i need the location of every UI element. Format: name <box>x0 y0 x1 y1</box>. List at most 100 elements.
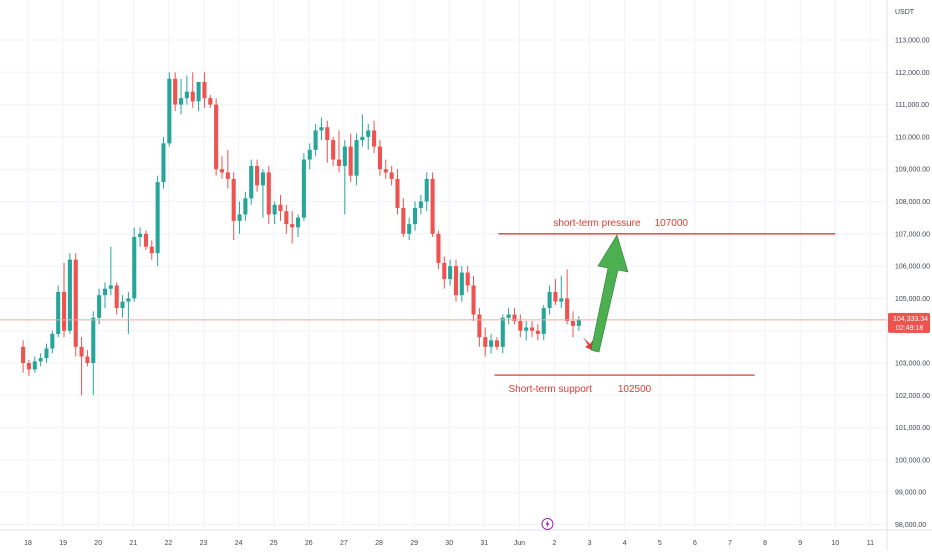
candle <box>430 172 435 238</box>
candle <box>442 256 447 289</box>
y-tick-label: 99,000.00 <box>895 490 926 497</box>
candle <box>126 291 131 334</box>
time-axis[interactable]: 18 19 20 21 22 23 24 25 26 27 28 29 30 31 Jun 2 3 4 5 6 7 8 9 1… <box>0 529 932 547</box>
candle <box>108 246 113 296</box>
y-tick-label: 110,000.00 <box>895 134 930 141</box>
candle <box>465 266 470 292</box>
candle <box>535 324 540 341</box>
candle <box>559 275 564 309</box>
candle <box>61 262 67 338</box>
candle <box>202 72 207 108</box>
candle <box>336 130 342 173</box>
candle <box>196 81 201 112</box>
candle <box>295 214 301 238</box>
y-tick-label: 107,000.00 <box>895 231 930 238</box>
candle <box>231 172 236 241</box>
candle <box>290 211 295 244</box>
candle <box>512 308 517 325</box>
candle <box>453 259 459 302</box>
x-tick-label: 6 <box>693 540 697 547</box>
y-tick-label: 108,000.00 <box>895 199 930 206</box>
y-tick-label: 103,000.00 <box>895 361 930 368</box>
x-tick-label: 26 <box>305 540 313 547</box>
candle <box>97 288 102 325</box>
candle <box>284 204 289 234</box>
y-tick-label: 111,000.00 <box>895 102 929 109</box>
candle <box>102 282 108 309</box>
candle <box>120 295 125 318</box>
candle <box>331 136 336 166</box>
candle <box>547 285 552 315</box>
x-tick-label: 7 <box>728 540 732 547</box>
candle <box>348 133 353 183</box>
candle <box>395 169 400 215</box>
bar-countdown: 02:49:18 <box>896 325 923 332</box>
x-tick-label: 30 <box>445 540 453 547</box>
x-tick-label: 28 <box>375 540 383 547</box>
y-tick-label: 100,000.00 <box>895 457 930 464</box>
candle <box>418 195 423 215</box>
candle <box>471 275 476 322</box>
y-tick-label: 98,000.00 <box>895 522 926 529</box>
candle <box>173 72 178 112</box>
candle <box>377 140 382 176</box>
currency-label: USDT <box>895 9 915 16</box>
candle <box>249 159 254 205</box>
candle <box>255 159 260 192</box>
candle <box>67 253 72 334</box>
candle <box>506 308 511 325</box>
candle <box>313 123 318 157</box>
x-tick-label: 11 <box>867 540 874 547</box>
candle <box>565 269 570 325</box>
candle <box>184 75 189 105</box>
x-tick-label: 5 <box>658 540 662 547</box>
candle <box>91 311 96 396</box>
support-label: Short-term support 102500 <box>509 384 652 395</box>
candle <box>553 279 558 305</box>
x-tick-label: 25 <box>270 540 278 547</box>
x-tick-label: 23 <box>200 540 208 547</box>
candle <box>576 316 581 331</box>
x-tick-label: Jun <box>514 540 525 547</box>
y-tick-label: 102,000.00 <box>895 393 930 400</box>
candle <box>448 259 453 286</box>
candle <box>44 343 49 363</box>
y-tick-label: 109,000.00 <box>895 167 930 174</box>
candle <box>143 230 148 250</box>
candle <box>260 169 265 218</box>
candle <box>307 143 312 170</box>
current-price-value: 104,333.34 <box>893 316 928 323</box>
candle <box>372 120 377 154</box>
candle <box>459 266 464 302</box>
candle <box>366 123 371 150</box>
lightning-icon[interactable] <box>541 518 554 530</box>
candle <box>278 195 283 221</box>
pressure-label: short-term pressure 107000 <box>553 218 688 229</box>
candle <box>360 114 365 147</box>
price-axis[interactable]: USDT 113,000.00 112,000.00 111,000.00 110,0… <box>886 0 930 550</box>
candle <box>500 314 505 354</box>
x-tick-label: 27 <box>340 540 348 547</box>
x-tick-label: 3 <box>588 540 592 547</box>
candle <box>138 227 143 247</box>
candle <box>389 165 394 186</box>
x-tick-label: 31 <box>480 540 488 547</box>
x-tick-label: 22 <box>165 540 173 547</box>
x-tick-label: 18 <box>24 540 32 547</box>
candle <box>541 304 546 341</box>
candle <box>518 314 523 338</box>
x-tick-label: 20 <box>94 540 102 547</box>
grid-lines <box>0 0 887 530</box>
projection-arrows[interactable] <box>583 234 629 353</box>
candle <box>342 140 347 215</box>
candle <box>272 201 277 225</box>
candle <box>50 330 55 354</box>
candle <box>412 201 418 231</box>
candle <box>79 337 84 396</box>
x-tick-label: 19 <box>59 540 67 547</box>
candle <box>149 240 154 260</box>
candle <box>56 285 61 338</box>
candle <box>161 136 166 189</box>
